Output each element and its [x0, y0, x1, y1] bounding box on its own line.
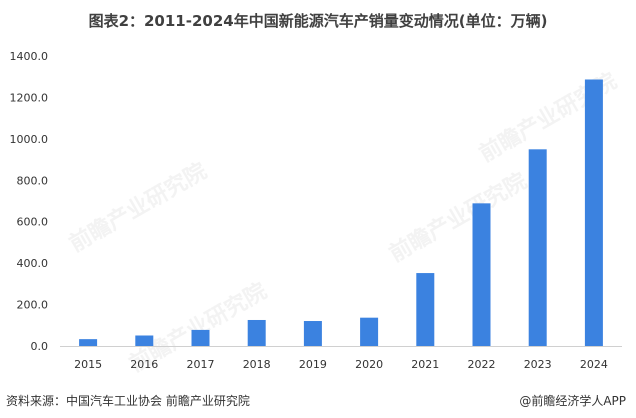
- x-tick-label: 2023: [524, 358, 552, 371]
- brand-label: @前瞻经济学人APP: [519, 394, 626, 408]
- y-tick-label: 400.0: [17, 257, 49, 270]
- bar-2015: [79, 339, 98, 346]
- y-tick-label: 1200.0: [10, 91, 49, 104]
- x-tick-label: 2017: [187, 358, 215, 371]
- chart-title: 图表2：2011-2024年中国新能源汽车产销量变动情况(单位：万辆): [88, 12, 548, 30]
- x-tick-label: 2020: [355, 358, 383, 371]
- bar-2019: [303, 321, 322, 346]
- y-tick-label: 600.0: [17, 216, 49, 229]
- y-tick-label: 800.0: [17, 174, 49, 187]
- x-tick-label: 2019: [299, 358, 327, 371]
- bar-2017: [191, 329, 210, 346]
- x-tick-label: 2016: [130, 358, 158, 371]
- y-tick-label: 0.0: [31, 340, 49, 353]
- y-tick-label: 1000.0: [10, 133, 49, 146]
- x-tick-label: 2021: [411, 358, 439, 371]
- bar-2023: [528, 149, 547, 346]
- x-tick-label: 2015: [74, 358, 102, 371]
- brand-credit: @@前瞻经济学人APP: [519, 392, 626, 409]
- y-tick-label: 1400.0: [10, 50, 49, 63]
- x-tick-label: 2018: [243, 358, 271, 371]
- bar-2020: [360, 317, 379, 346]
- bar-2021: [416, 273, 435, 346]
- bar-2022: [472, 203, 491, 346]
- bar-2018: [247, 319, 266, 346]
- bar-2016: [135, 335, 154, 346]
- bar-2024: [584, 79, 603, 347]
- y-tick-label: 200.0: [17, 299, 49, 312]
- x-tick-label: 2024: [580, 358, 608, 371]
- x-tick-label: 2022: [468, 358, 496, 371]
- source-note: 资料来源：中国汽车工业协会 前瞻产业研究院: [6, 394, 250, 408]
